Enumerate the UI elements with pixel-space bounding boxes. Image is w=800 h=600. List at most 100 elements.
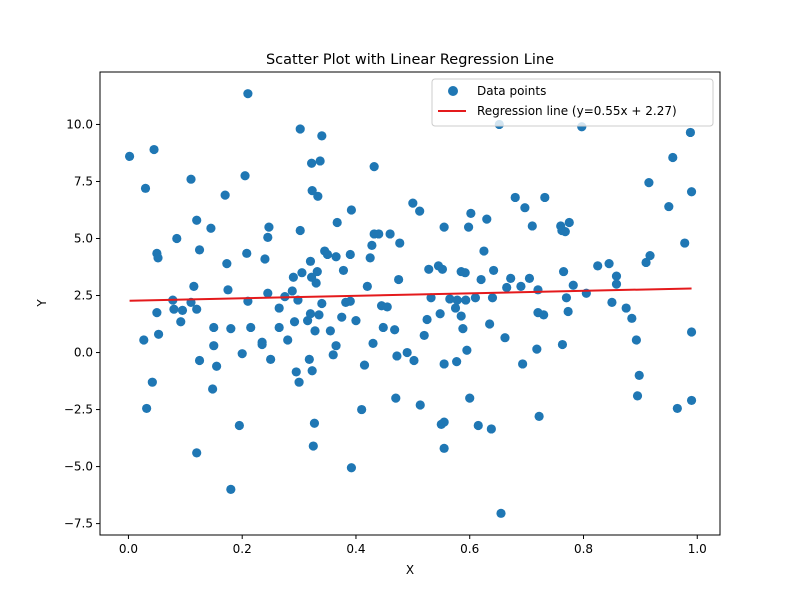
data-point [439, 443, 449, 453]
data-point [310, 326, 320, 336]
data-point [194, 355, 205, 366]
data-point [289, 317, 300, 327]
data-point [177, 305, 188, 315]
data-point [147, 377, 157, 387]
data-point [209, 341, 219, 351]
data-point [368, 338, 378, 349]
data-point [307, 366, 317, 376]
data-point [308, 441, 318, 451]
data-point [307, 186, 317, 196]
data-point [331, 252, 341, 262]
data-point [409, 355, 419, 366]
data-point [527, 221, 537, 231]
data-point [317, 298, 327, 309]
data-point [176, 317, 186, 327]
x-axis-ticks: 0.0 0.2 0.4 0.6 0.8 1.0 [119, 535, 707, 556]
data-point [192, 448, 202, 458]
data-point [337, 312, 347, 322]
data-point [140, 183, 151, 193]
data-point [305, 309, 316, 319]
data-point [470, 293, 481, 303]
data-point [439, 222, 449, 232]
data-point [462, 345, 472, 355]
data-point [378, 322, 388, 333]
data-point [408, 198, 418, 208]
data-point [445, 294, 455, 304]
data-point [561, 293, 572, 303]
data-point [439, 417, 449, 427]
data-point [359, 360, 370, 370]
data-point [415, 206, 425, 216]
data-point [212, 361, 222, 371]
data-point [473, 420, 483, 431]
data-point [311, 278, 321, 288]
data-point [257, 339, 267, 350]
data-point [634, 370, 644, 380]
data-point [402, 347, 412, 358]
data-point [209, 322, 219, 333]
data-point [365, 253, 375, 263]
data-point [558, 266, 569, 277]
data-point [686, 395, 697, 406]
data-point [458, 323, 468, 334]
data-point [222, 258, 232, 269]
data-point [338, 265, 349, 276]
data-point [632, 391, 643, 401]
x-tick-label: 0.2 [233, 542, 252, 556]
data-point [452, 357, 462, 367]
data-point [304, 354, 314, 364]
data-point [395, 238, 405, 248]
x-tick-label: 0.4 [346, 542, 365, 556]
regression-line-layer [129, 287, 692, 302]
legend: Data points Regression line (y=0.55x + 2… [431, 78, 714, 127]
data-point [374, 229, 384, 239]
data-point [611, 271, 622, 281]
y-axis-label: Y [35, 299, 49, 308]
data-point [263, 232, 273, 242]
data-point [194, 245, 205, 255]
data-point [305, 256, 316, 266]
data-point [283, 335, 293, 345]
legend-label-regression-line: Regression line (y=0.55x + 2.27) [477, 104, 677, 118]
data-point [485, 319, 495, 329]
data-point [331, 341, 341, 351]
data-point [627, 313, 637, 323]
y-axis-ticks: −7.5 −5.0 −2.5 0.0 2.5 5.0 7.5 10.0 [64, 117, 100, 531]
data-point [317, 131, 327, 141]
data-point [390, 325, 400, 335]
data-point [540, 192, 550, 203]
data-point [502, 282, 512, 293]
data-point [192, 304, 202, 314]
legend-frame [431, 78, 714, 127]
data-point [266, 354, 276, 364]
data-point [149, 144, 159, 155]
data-point [621, 303, 631, 313]
data-point [328, 350, 338, 360]
data-point [424, 264, 434, 274]
data-point [288, 272, 298, 282]
data-point [240, 171, 250, 181]
data-point [391, 393, 401, 403]
data-point [297, 268, 307, 278]
data-point [385, 229, 395, 239]
data-point [382, 302, 392, 312]
data-point [644, 178, 654, 188]
data-point [152, 308, 162, 318]
data-point [295, 225, 305, 236]
data-point [461, 295, 471, 305]
data-point [312, 266, 322, 277]
data-point [568, 280, 578, 290]
data-point [518, 359, 528, 369]
y-tick-label: −2.5 [64, 403, 93, 417]
data-point [419, 330, 429, 341]
data-point [641, 257, 651, 268]
data-point [415, 400, 425, 410]
data-point [607, 297, 617, 307]
data-point [664, 201, 674, 212]
data-point [672, 403, 682, 414]
data-point [315, 156, 325, 166]
data-point [465, 393, 475, 403]
data-point [172, 233, 182, 244]
data-point [564, 217, 574, 228]
